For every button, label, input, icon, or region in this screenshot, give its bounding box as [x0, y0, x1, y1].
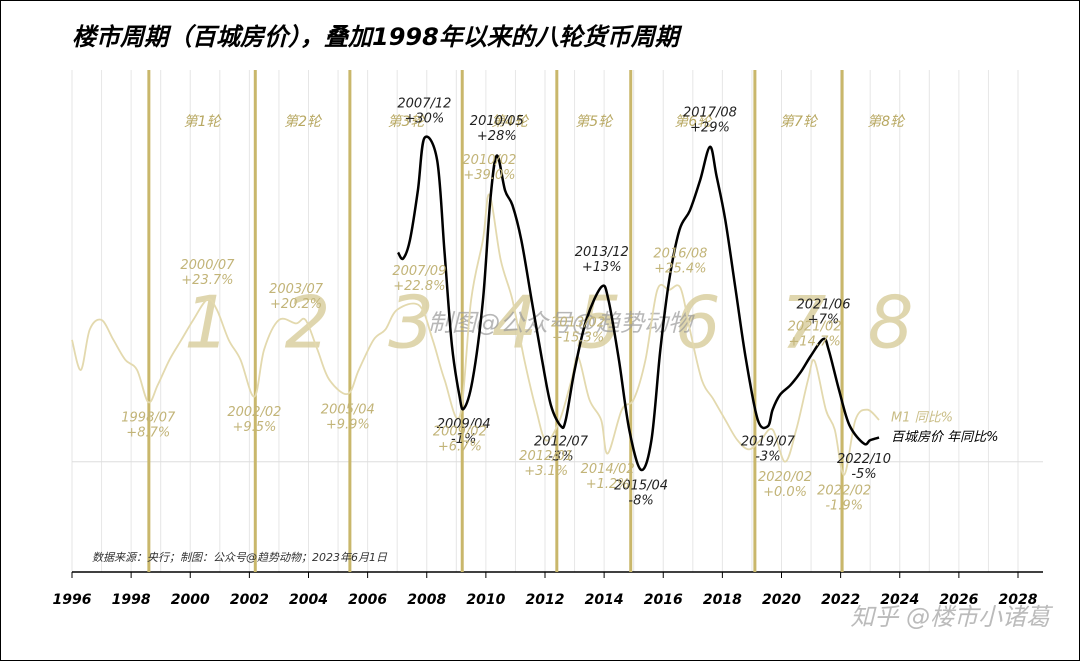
annotation: +1.2% [586, 477, 630, 492]
annotation: +14.7% [789, 335, 841, 350]
x-tick-label: 2016 [644, 592, 683, 608]
annotation: 2012/07 [534, 435, 589, 450]
x-tick-label: 2020 [762, 592, 801, 608]
annotation: +7% [808, 312, 840, 327]
annotation: 1998/07 [121, 411, 176, 426]
annotation: 2020/02 [758, 470, 812, 485]
annotation: +3.1% [524, 464, 568, 479]
annotation: +29% [690, 120, 730, 135]
annotation: 2003/07 [269, 282, 324, 297]
cycle-label: 第6轮 [674, 114, 713, 130]
annotation: 2015/04 [614, 478, 668, 493]
annotation: 2017/08 [683, 105, 737, 120]
series-line [71, 193, 880, 476]
annotation: +15.3% [552, 330, 604, 345]
x-tick-label: 1996 [53, 592, 92, 608]
x-tick-label: 2008 [407, 592, 446, 608]
cycle-label: 第8轮 [867, 114, 906, 130]
annotation: +8.7% [126, 426, 170, 441]
x-tick-label: 1998 [112, 592, 151, 608]
annotation: +22.8% [393, 279, 445, 294]
annotation: 2007/09 [392, 264, 446, 279]
chart-title: 楼市周期（百城房价），叠加1998年以来的八轮货币周期 [72, 23, 683, 51]
annotation: -5% [851, 467, 876, 482]
x-tick-label: 2004 [289, 592, 328, 608]
annotation: 2016/08 [653, 246, 707, 261]
cycle-label: 第5轮 [575, 114, 614, 130]
series-line [396, 135, 880, 472]
cycle-label: 第7轮 [780, 114, 819, 130]
source-note: 数据来源：央行；制图：公众号@趋势动物；2023年6月1日 [92, 551, 388, 564]
annotation: -1.9% [825, 498, 863, 513]
cycle-label: 第4轮 [491, 114, 530, 130]
x-tick-label: 2002 [230, 592, 269, 608]
x-tick-label: 2014 [585, 592, 624, 608]
annotation: 2021/02 [788, 320, 842, 335]
x-tick-label: 2018 [703, 592, 742, 608]
x-tick-label: 2006 [348, 592, 387, 608]
annotation: 2005/04 [321, 402, 375, 417]
annotation: +0.0% [763, 485, 807, 500]
annotation: -8% [628, 493, 653, 508]
x-tick-label: 2000 [171, 592, 210, 608]
cycle-label: 第1轮 [184, 114, 223, 130]
cycle-label: 第2轮 [284, 114, 323, 130]
annotation: 2021/06 [796, 297, 850, 312]
x-tick-label: 2022 [821, 592, 860, 608]
annotation: -1% [451, 432, 476, 447]
annotation: 2013/02 [551, 315, 605, 330]
annotation: +13% [582, 260, 622, 275]
series-label: M1 同比% [891, 410, 953, 425]
watermark: 知乎 @楼市小诸葛 [850, 603, 1054, 631]
x-tick-label: 2024 [880, 592, 919, 608]
x-tick-label: 2026 [939, 592, 978, 608]
annotation: +25.4% [654, 261, 706, 276]
annotation: 2000/07 [180, 258, 235, 273]
annotation: 2007/12 [397, 97, 451, 112]
annotation: +9.9% [326, 417, 370, 432]
annotation: 2022/02 [817, 483, 871, 498]
annotation: -3% [755, 450, 780, 465]
annotation: 2002/02 [227, 405, 281, 420]
annotation: 2012/01 [519, 449, 573, 464]
annotation: +30% [404, 112, 444, 127]
annotation: +28% [477, 129, 517, 144]
cycle-numeral: 5 [576, 281, 622, 365]
annotation: 2014/02 [581, 462, 635, 477]
annotation: 2022/10 [837, 452, 891, 467]
cycle-numeral: 7 [781, 281, 827, 365]
annotation: 2010/05 [470, 114, 524, 129]
annotation: +6.7% [438, 439, 482, 454]
annotation: 2019/07 [741, 435, 796, 450]
annotation: 2010/02 [462, 153, 516, 168]
series-label: 百城房价 年同比% [891, 430, 999, 445]
x-tick-label: 2010 [466, 592, 505, 608]
annotation: 2009/04 [437, 417, 491, 432]
x-tick-label: 2028 [999, 592, 1038, 608]
cycle-numeral: 3 [388, 281, 434, 365]
annotation: +20.2% [270, 297, 322, 312]
annotation: 2009/02 [433, 424, 487, 439]
annotation: -3% [548, 450, 573, 465]
annotation: 2013/12 [575, 245, 629, 260]
annotation: +23.7% [181, 273, 233, 288]
cycle-numeral: 8 [868, 281, 914, 365]
annotation: +39.0% [463, 168, 515, 183]
x-tick-label: 2012 [526, 592, 565, 608]
cycle-label: 第3轮 [388, 114, 427, 130]
annotation: +9.5% [232, 420, 276, 435]
